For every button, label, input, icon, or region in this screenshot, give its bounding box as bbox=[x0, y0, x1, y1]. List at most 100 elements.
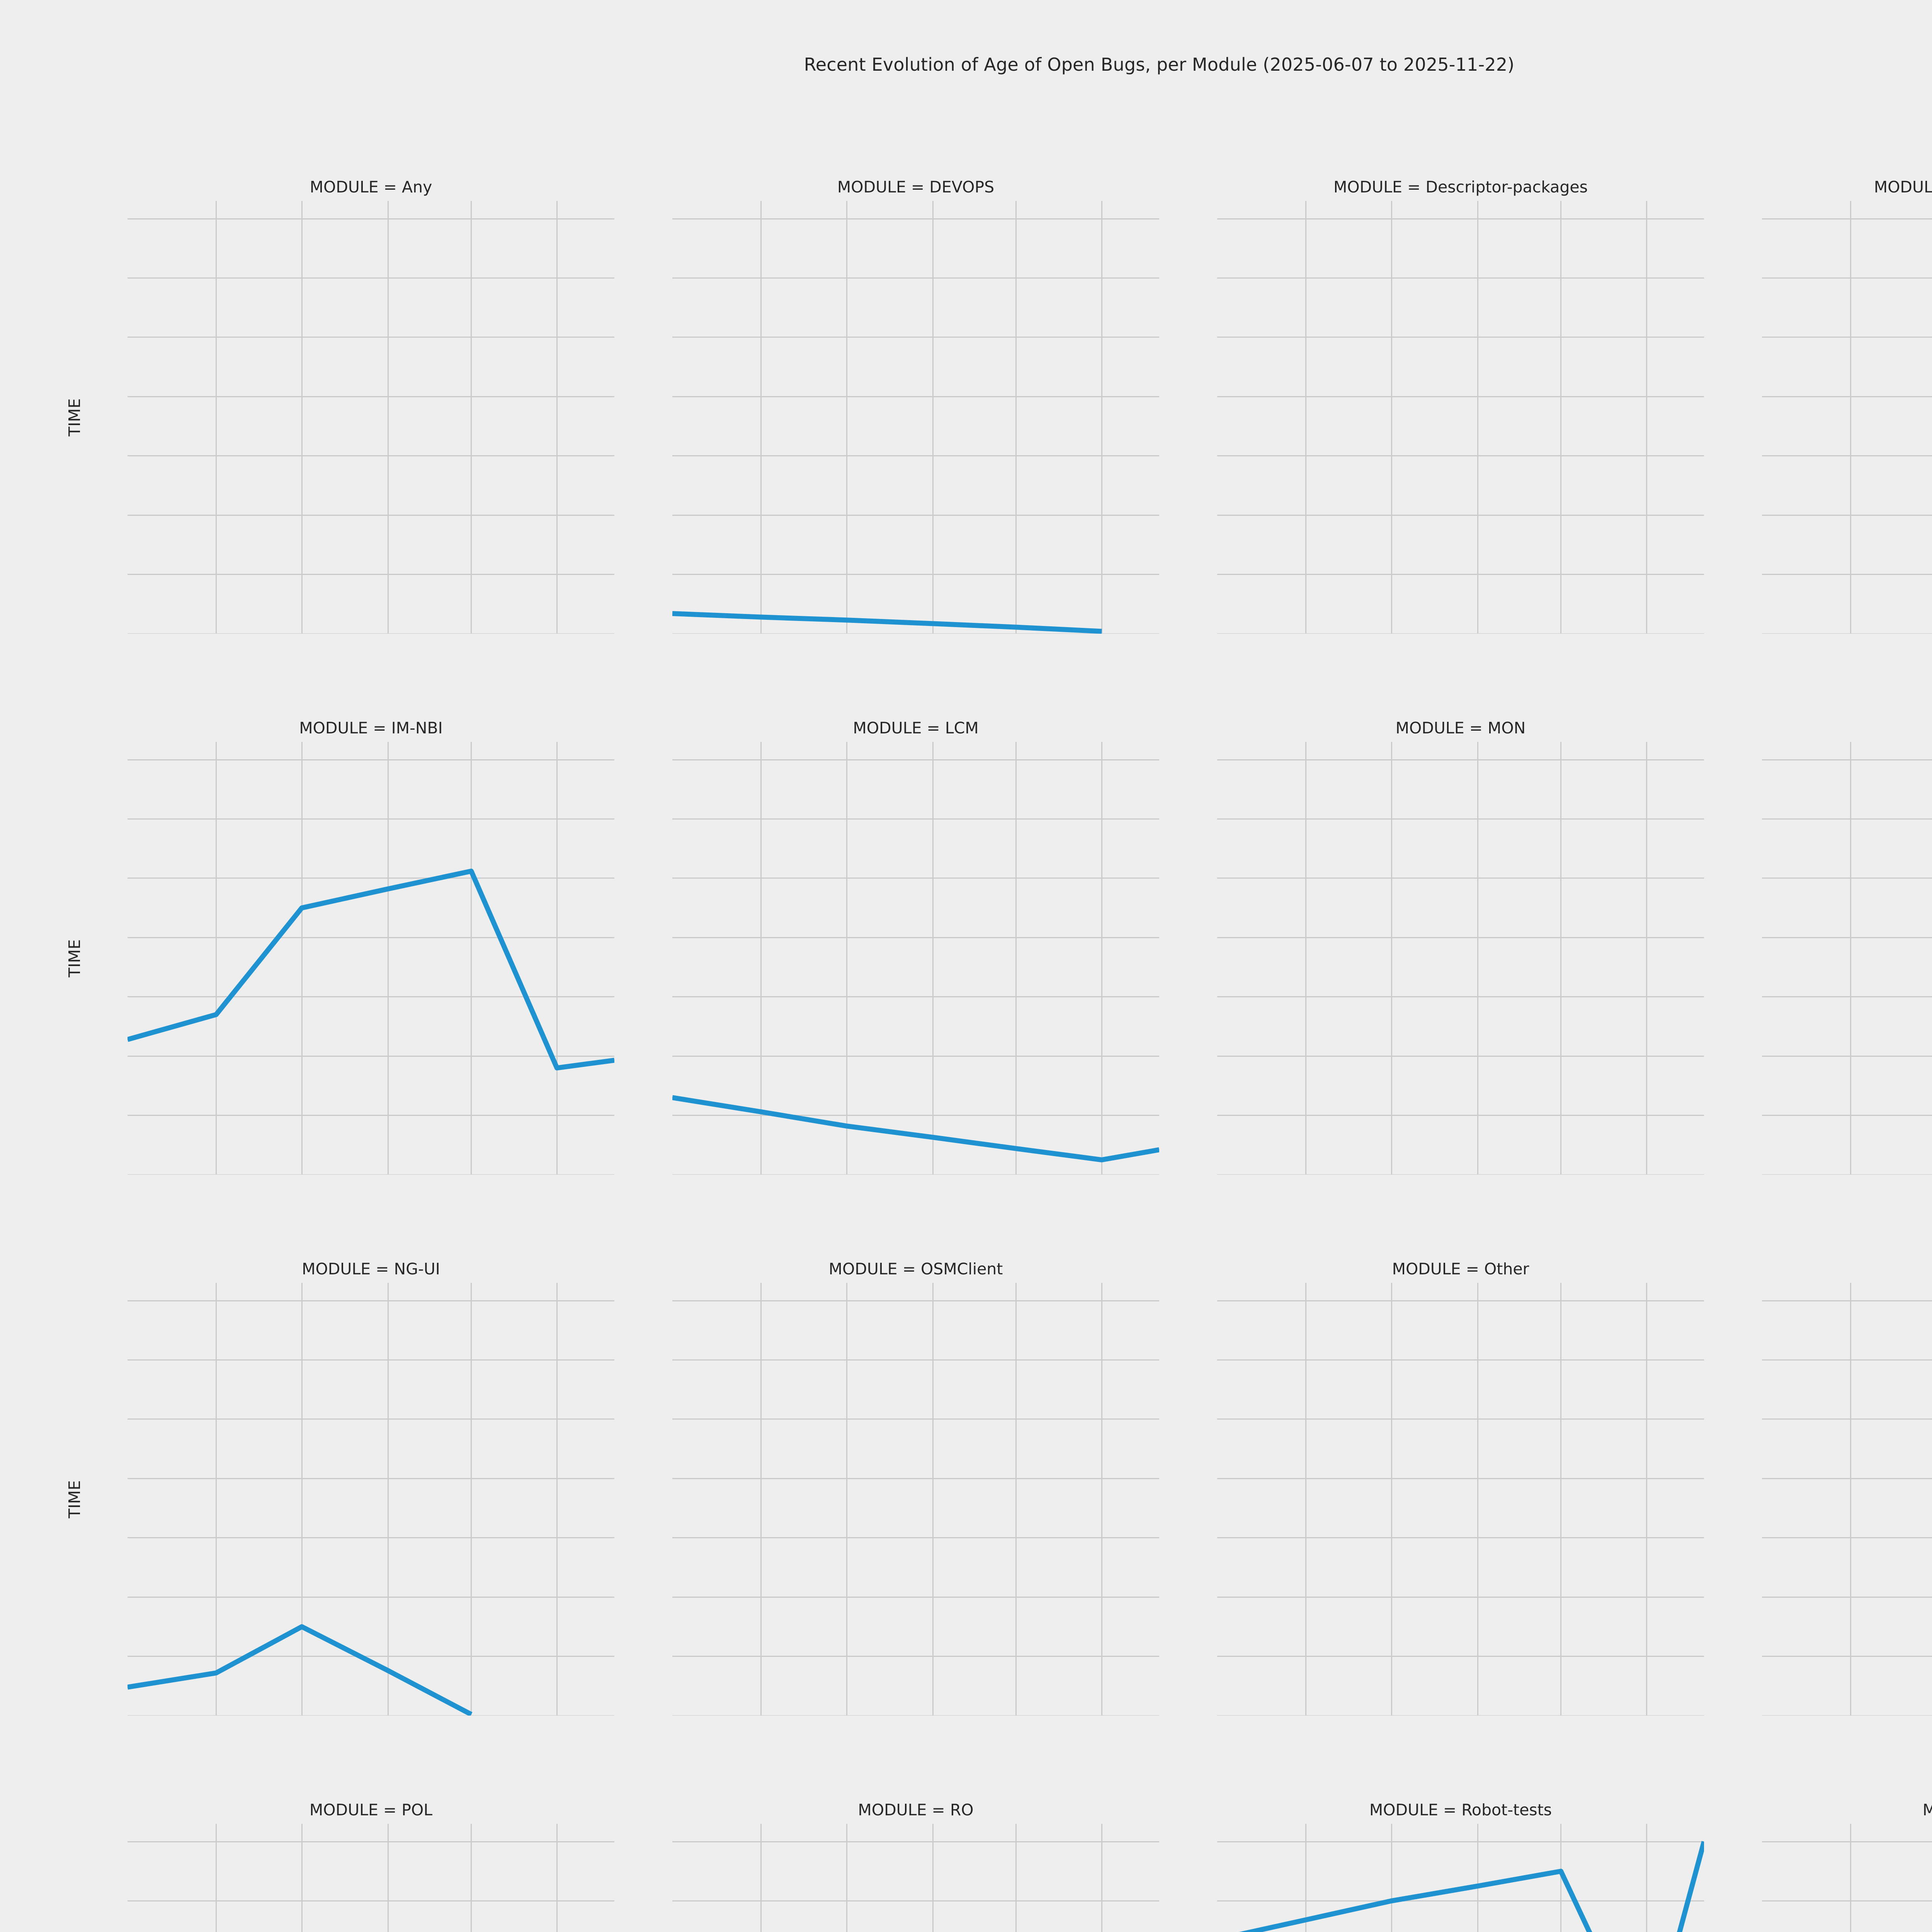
x-gridline bbox=[471, 1283, 472, 1716]
x-gridline bbox=[1305, 742, 1306, 1175]
subplot-title: MODULE = MON bbox=[1395, 719, 1526, 737]
subplot-documentation-wiki: MODULE = Documentation / Wiki 01002003004… bbox=[1762, 178, 1932, 634]
y-gridline bbox=[128, 1537, 614, 1539]
figure-title: Recent Evolution of Age of Open Bugs, pe… bbox=[804, 54, 1515, 75]
y-gridline bbox=[672, 337, 1159, 338]
subplot-title: MODULE = Documentation / Wiki bbox=[1874, 178, 1932, 196]
y-gridline bbox=[1762, 514, 1932, 516]
y-gridline bbox=[672, 277, 1159, 279]
x-gridline bbox=[1850, 1283, 1851, 1716]
x-gridline bbox=[471, 201, 472, 634]
x-gridline bbox=[387, 201, 389, 634]
subplot-robot-tests: MODULE = Robot-tests 01002003004005006007… bbox=[1217, 1801, 1704, 1932]
subplot-title: MODULE = Other bbox=[1392, 1260, 1529, 1278]
x-gridline bbox=[1560, 1824, 1562, 1932]
y-gridline bbox=[672, 396, 1159, 397]
y-gridline bbox=[128, 1055, 614, 1057]
x-gridline bbox=[556, 201, 558, 634]
y-gridline bbox=[128, 1478, 614, 1479]
x-gridline bbox=[1391, 1283, 1392, 1716]
x-gridline bbox=[301, 201, 303, 634]
y-gridline bbox=[1762, 218, 1932, 219]
y-gridline bbox=[1217, 1115, 1704, 1116]
y-gridline bbox=[1217, 277, 1704, 279]
x-gridline bbox=[1477, 201, 1478, 634]
y-gridline bbox=[1217, 455, 1704, 457]
y-gridline bbox=[1762, 337, 1932, 338]
subplot-other: MODULE = Other 01002003004005006007002025… bbox=[1217, 1260, 1704, 1716]
y-gridline bbox=[128, 878, 614, 879]
y-axis-label: TIME bbox=[65, 398, 84, 437]
y-gridline bbox=[672, 1537, 1159, 1539]
x-gridline bbox=[556, 742, 558, 1175]
plot-area: 01002003004005006007002025-072025-082025… bbox=[672, 1283, 1159, 1716]
x-gridline bbox=[1305, 1283, 1306, 1716]
y-gridline bbox=[1762, 759, 1932, 760]
series-line bbox=[128, 868, 614, 1071]
y-gridline bbox=[1762, 1596, 1932, 1598]
y-gridline bbox=[1217, 1300, 1704, 1301]
x-gridline bbox=[846, 1824, 847, 1932]
y-gridline bbox=[1217, 574, 1704, 575]
y-gridline bbox=[128, 396, 614, 397]
subplot-ro: MODULE = RO 01002003004005006007002025-07… bbox=[672, 1801, 1159, 1932]
x-gridline bbox=[932, 742, 934, 1175]
x-gridline bbox=[932, 1824, 934, 1932]
x-gridline bbox=[846, 742, 847, 1175]
x-gridline bbox=[1850, 201, 1851, 634]
subplot-title: MODULE = N2VC bbox=[1762, 719, 1932, 737]
subplot-title: MODULE = Unknown bbox=[1922, 1801, 1932, 1819]
x-gridline bbox=[1305, 1824, 1306, 1932]
subplot-title: MODULE = DEVOPS bbox=[837, 178, 995, 196]
y-gridline bbox=[1762, 878, 1932, 879]
y-gridline bbox=[128, 996, 614, 998]
x-gridline bbox=[387, 1283, 389, 1716]
y-gridline bbox=[1217, 1055, 1704, 1057]
y-gridline bbox=[128, 937, 614, 938]
y-gridline bbox=[1217, 1174, 1704, 1175]
x-gridline bbox=[1560, 201, 1562, 634]
y-gridline bbox=[672, 455, 1159, 457]
y-gridline bbox=[1762, 996, 1932, 998]
subplot-lcm: MODULE = LCM 01002003004005006007002025-0… bbox=[672, 719, 1159, 1175]
plot-area: 01002003004005006007002025-072025-082025… bbox=[1762, 1824, 1932, 1932]
y-gridline bbox=[672, 1900, 1159, 1901]
subplot-devops: MODULE = DEVOPS 0100200300400500600700202… bbox=[672, 178, 1159, 634]
y-gridline bbox=[1217, 1478, 1704, 1479]
series-line bbox=[672, 1824, 1159, 1932]
plot-area: 01002003004005006007002025-072025-082025… bbox=[672, 201, 1159, 634]
subplot-ng-ui: MODULE = NG-UI 01002003004005006007002025… bbox=[65, 1260, 614, 1716]
y-gridline bbox=[672, 1359, 1159, 1361]
y-gridline bbox=[128, 455, 614, 457]
plot-area: 01002003004005006007002025-072025-082025… bbox=[128, 201, 614, 634]
x-gridline bbox=[215, 1283, 217, 1716]
y-gridline bbox=[128, 1418, 614, 1420]
subplot-unknown: MODULE = Unknown 010020030040050060070020… bbox=[1762, 1801, 1932, 1932]
y-gridline bbox=[1762, 455, 1932, 457]
y-gridline bbox=[128, 1359, 614, 1361]
x-gridline bbox=[1101, 1283, 1102, 1716]
y-gridline bbox=[672, 1841, 1159, 1842]
x-gridline bbox=[301, 742, 303, 1175]
x-gridline bbox=[760, 1824, 762, 1932]
y-gridline bbox=[1217, 937, 1704, 938]
x-gridline bbox=[1560, 742, 1562, 1175]
y-gridline bbox=[672, 996, 1159, 998]
y-gridline bbox=[128, 574, 614, 575]
plot-area: 01002003004005006007002025-072025-082025… bbox=[1762, 1283, 1932, 1716]
y-gridline bbox=[672, 878, 1159, 879]
y-gridline bbox=[672, 1115, 1159, 1116]
y-gridline bbox=[128, 1115, 614, 1116]
y-gridline bbox=[672, 633, 1159, 634]
x-gridline bbox=[1477, 1824, 1478, 1932]
x-gridline bbox=[1560, 1283, 1562, 1716]
x-gridline bbox=[1646, 201, 1647, 634]
x-gridline bbox=[760, 742, 762, 1175]
x-gridline bbox=[556, 1824, 558, 1932]
subplot-pol: MODULE = POL 01002003004005006007002025-0… bbox=[128, 1801, 614, 1932]
plot-area: 01002003004005006007002025-072025-082025… bbox=[128, 742, 614, 1175]
y-gridline bbox=[1762, 937, 1932, 938]
y-gridline bbox=[128, 1174, 614, 1175]
plot-area: 01002003004005006007002025-072025-082025… bbox=[672, 742, 1159, 1175]
